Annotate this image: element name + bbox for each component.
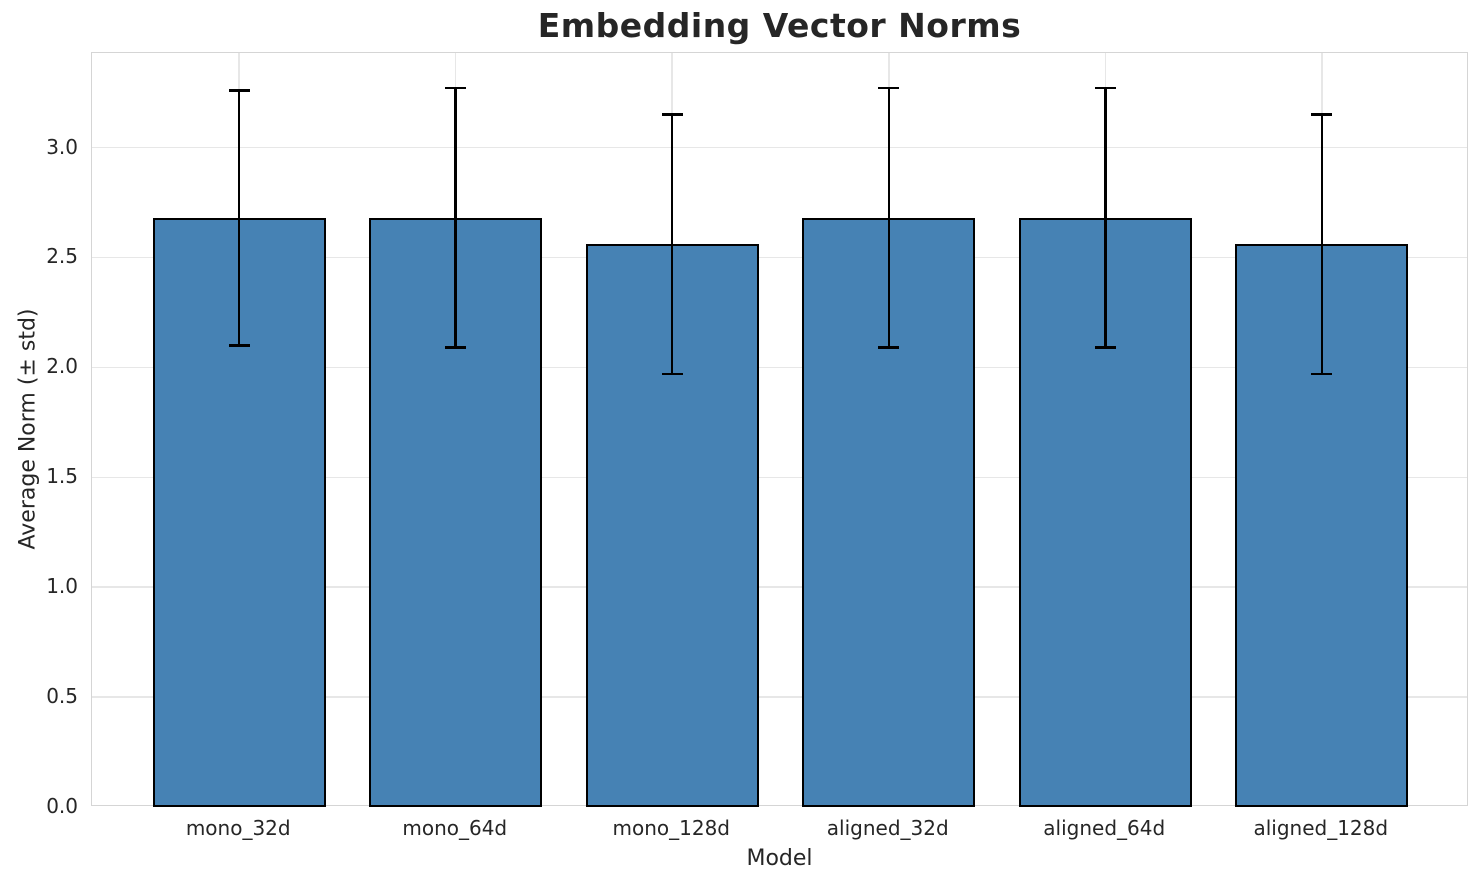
error-bar-cap-top-mono_32d — [228, 89, 250, 92]
error-bar-cap-top-mono_64d — [445, 86, 467, 90]
error-bar-cap-top-aligned_32d — [878, 86, 900, 90]
error-bar-cap-bottom-mono_64d — [445, 346, 467, 349]
y-tick-label-1.5: 1.5 — [46, 464, 78, 489]
x-tick-label-mono_128d: mono_128d — [612, 816, 730, 840]
error-bar-cap-bottom-aligned_128d — [1311, 372, 1333, 376]
y-tick-label-3.0: 3.0 — [46, 134, 78, 159]
error-bar-cap-bottom-aligned_64d — [1094, 346, 1116, 349]
x-tick-label-aligned_64d: aligned_64d — [1043, 816, 1166, 840]
error-bar-line-aligned_64d — [1104, 88, 1107, 348]
error-bar-line-aligned_32d — [887, 88, 890, 348]
x-tick-label-aligned_32d: aligned_32d — [826, 816, 949, 840]
error-bar-cap-top-aligned_64d — [1094, 86, 1116, 90]
y-tick-label-2.5: 2.5 — [46, 244, 78, 269]
gridline-horizontal — [92, 256, 1467, 259]
y-tick-label-1.0: 1.0 — [46, 574, 78, 599]
error-bar-cap-bottom-mono_128d — [661, 372, 683, 376]
error-bar-line-aligned_128d — [1320, 114, 1324, 374]
plot-area — [91, 52, 1468, 807]
gridline-horizontal — [92, 366, 1467, 369]
error-bar-cap-bottom-aligned_32d — [878, 346, 900, 349]
x-axis-label: Model — [746, 846, 813, 871]
y-tick-label-2.0: 2.0 — [46, 354, 78, 379]
x-tick-label-mono_64d: mono_64d — [402, 816, 508, 840]
error-bar-cap-bottom-mono_32d — [228, 344, 250, 347]
y-tick-label-0.5: 0.5 — [46, 684, 78, 709]
error-bar-line-mono_32d — [237, 90, 241, 346]
gridline-horizontal — [92, 696, 1467, 698]
error-bar-cap-top-mono_128d — [661, 113, 683, 116]
error-bar-line-mono_64d — [454, 88, 457, 348]
gridline-horizontal — [92, 586, 1467, 588]
x-tick-label-aligned_128d: aligned_128d — [1253, 816, 1389, 840]
x-tick-label-mono_32d: mono_32d — [185, 816, 291, 840]
gridline-horizontal — [92, 476, 1467, 478]
gridline-horizontal — [92, 146, 1467, 149]
y-tick-label-0.0: 0.0 — [46, 794, 78, 818]
chart-title: Embedding Vector Norms — [537, 6, 1022, 45]
error-bar-cap-top-aligned_128d — [1311, 113, 1333, 116]
error-bar-line-mono_128d — [670, 114, 674, 374]
y-axis-label-text: Average Norm (± std) — [15, 308, 41, 550]
bar-aligned_64d — [1018, 217, 1192, 807]
